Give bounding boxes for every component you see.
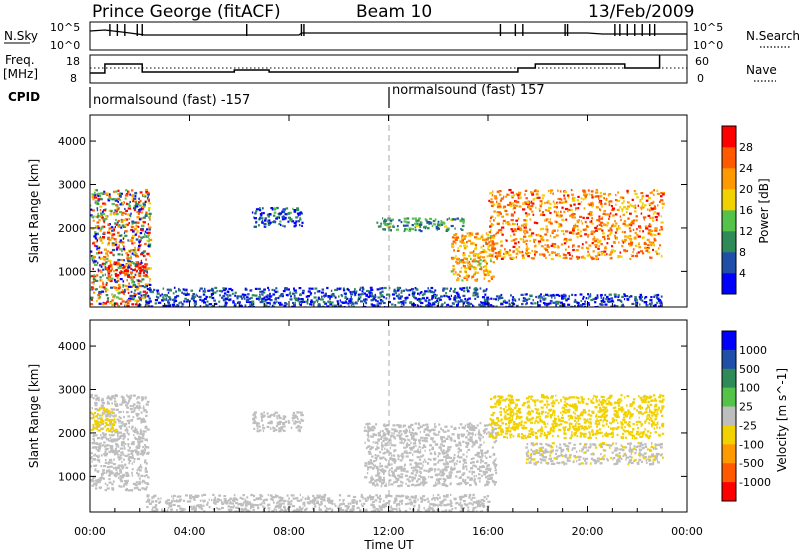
velocity-colorbar-tick-5: -100 <box>739 438 764 451</box>
xtick-label-3: 12:00 <box>373 525 405 538</box>
power-region-6 <box>488 188 666 261</box>
velocity-colorbar-tick-0: 1000 <box>739 344 767 357</box>
power-colorbar-swatch-5 <box>722 168 736 190</box>
velocity-colorbar-swatch-1 <box>722 349 736 370</box>
nave-tick-top: 60 <box>695 55 709 68</box>
velocity-region-0 <box>90 393 150 492</box>
power-colorbar-tick-3: 16 <box>739 204 753 217</box>
power-colorbar-swatch-7 <box>722 126 736 148</box>
velocity-region-5 <box>488 394 665 440</box>
power-region-1 <box>105 262 150 278</box>
freq-tick-bottom: 8 <box>70 72 77 85</box>
velocity-colorbar-swatch-5 <box>722 425 736 445</box>
xtick-label-1: 04:00 <box>174 525 206 538</box>
velocity-colorbar-label: Velocity [m s^-1] <box>775 368 789 472</box>
power-region-3 <box>251 206 304 228</box>
xtick-label-5: 20:00 <box>572 525 604 538</box>
nave-axis-label: Nave <box>746 63 777 77</box>
xtick-label-2: 08:00 <box>273 525 305 538</box>
velocity-colorbar-frame <box>721 330 737 502</box>
nave-tick-bottom: 0 <box>697 72 704 85</box>
velocity-colorbar-tick-3: 25 <box>739 401 753 414</box>
velocity-colorbar-tick-1: 500 <box>739 363 760 376</box>
beam-label: Beam 10 <box>356 2 432 22</box>
power-ytick-label-1: 2000 <box>58 222 86 235</box>
power-region-2 <box>144 286 490 307</box>
power-colorbar-swatch-1 <box>722 252 736 274</box>
velocity-region-6 <box>525 441 664 466</box>
velocity-ytick-label-3: 4000 <box>58 340 86 353</box>
xtick-label-0: 00:00 <box>74 525 106 538</box>
velocity-colorbar-tick-2: 100 <box>739 382 760 395</box>
velocity-ytick-label-0: 1000 <box>58 470 86 483</box>
power-ylabel: Slant Range [km] <box>27 159 41 263</box>
time-axis: 00:00 04:00 08:00 12:00 16:00 20:00 00:00 <box>74 115 703 538</box>
power-colorbar-swatch-3 <box>722 210 736 232</box>
velocity-colorbar-swatch-4 <box>722 406 736 426</box>
cpid-segment-2: normalsound (fast) 157 <box>392 83 545 98</box>
nsky-axis-label: N.Sky <box>4 29 38 43</box>
freq-axis-unit: [MHz] <box>3 67 38 81</box>
velocity-region-2 <box>145 493 491 512</box>
power-colorbar-tick-1: 8 <box>739 246 746 259</box>
velocity-colorbar-tick-6: -500 <box>739 457 764 470</box>
power-colorbar: 4 8 12 16 20 24 28 <box>721 125 753 295</box>
power-ytick-label-2: 3000 <box>58 179 86 192</box>
freq-tick-top: 18 <box>66 55 80 68</box>
velocity-colorbar: 1000 500 100 25 -25 -100 -500 -1000 <box>721 330 771 502</box>
power-axes: 1000 2000 3000 4000 <box>58 135 687 278</box>
power-ytick-label-0: 1000 <box>58 265 86 278</box>
power-colorbar-tick-2: 12 <box>739 225 753 238</box>
freq-axis-label: Freq. <box>5 53 35 67</box>
power-ytick-label-3: 4000 <box>58 135 86 148</box>
power-region-0 <box>90 188 153 307</box>
velocity-colorbar-swatch-2 <box>722 368 736 388</box>
power-colorbar-swatch-6 <box>722 147 736 169</box>
velocity-region-3 <box>252 411 305 433</box>
nsky-trace <box>89 29 687 36</box>
velocity-colorbar-swatch-7 <box>722 463 736 483</box>
nsky-tick-bottom: 10^0 <box>50 39 80 52</box>
velocity-data <box>90 393 665 512</box>
velocity-region-1 <box>90 407 118 433</box>
velocity-axes: 1000 2000 3000 4000 <box>58 340 687 483</box>
power-region-5 <box>450 232 496 283</box>
freq-panel-frame <box>89 54 688 84</box>
date-label: 13/Feb/2009 <box>588 2 694 22</box>
xtick-label-4: 16:00 <box>472 525 504 538</box>
nsky-panel-frame <box>89 21 688 51</box>
velocity-colorbar-tick-7: -1000 <box>739 476 771 489</box>
power-colorbar-label: Power [dB] <box>757 178 771 243</box>
velocity-colorbar-tick-4: -25 <box>739 419 757 432</box>
xtick-label-6: 00:00 <box>671 525 703 538</box>
cpid-label: CPID <box>8 90 40 104</box>
time-axis-label: Time UT <box>363 538 414 552</box>
velocity-ytick-label-2: 3000 <box>58 384 86 397</box>
power-colorbar-tick-4: 20 <box>739 183 753 196</box>
freq-trace <box>90 55 661 74</box>
cpid-segment-1: normalsound (fast) -157 <box>93 93 250 108</box>
velocity-colorbar-swatch-8 <box>722 482 736 502</box>
power-colorbar-swatch-2 <box>722 231 736 253</box>
power-colorbar-swatch-4 <box>722 189 736 211</box>
velocity-colorbar-swatch-0 <box>722 331 736 351</box>
power-colorbar-tick-5: 24 <box>739 162 753 175</box>
velocity-colorbar-swatch-3 <box>722 387 736 407</box>
nsearch-tick-top: 10^5 <box>693 21 723 34</box>
velocity-ytick-label-1: 2000 <box>58 427 86 440</box>
nsearch-tick-bottom: 10^0 <box>693 39 723 52</box>
power-colorbar-swatch-0 <box>722 273 736 295</box>
station-title: Prince George (fitACF) <box>92 2 281 22</box>
power-colorbar-frame <box>721 125 737 295</box>
velocity-ylabel: Slant Range [km] <box>27 364 41 468</box>
velocity-region-4 <box>363 422 498 488</box>
velocity-colorbar-swatch-6 <box>722 444 736 464</box>
power-colorbar-tick-0: 4 <box>739 267 746 280</box>
nsky-tick-top: 10^5 <box>50 21 80 34</box>
nsearch-axis-label: N.Search <box>746 29 800 43</box>
power-colorbar-tick-6: 28 <box>739 141 753 154</box>
nsky-spikes <box>109 24 656 36</box>
